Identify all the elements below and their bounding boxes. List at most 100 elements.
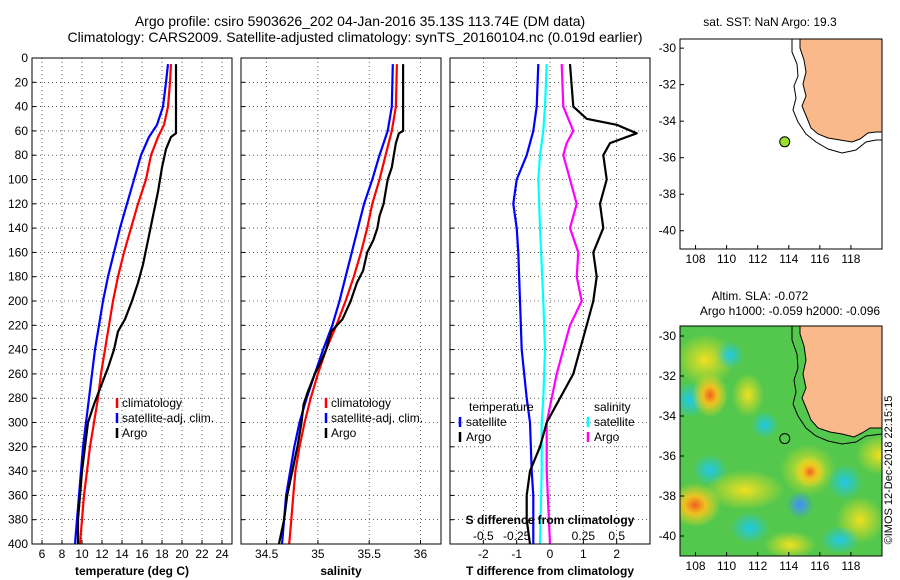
map-y-tick-label: -32 (659, 369, 677, 383)
x-tick-label: 20 (175, 547, 189, 561)
x-tick-label: 14 (115, 547, 129, 561)
map-y-tick-label: -36 (659, 151, 677, 165)
series-line-t-argo (525, 64, 638, 545)
legend-label: climatology (122, 396, 182, 410)
legend-label: satellite (466, 415, 507, 429)
map-y-tick-label: -40 (659, 224, 677, 238)
difference-panel: -2 -1 0 1 2 T difference from climatology temp… (449, 57, 651, 578)
x-tick-label: 8 (59, 547, 66, 561)
salinity-panel: 34.5 35 35.5 36 salinity climatologysatellite… (240, 57, 442, 578)
x-tick-label: 16 (135, 547, 149, 561)
map-x-tick-label: 116 (810, 559, 829, 573)
legend-label: satellite-adj. clim. (331, 411, 423, 425)
x-tick-label: 18 (155, 547, 169, 561)
x-axis-label-secondary: S difference from climatology (466, 513, 635, 527)
map-x-tick-label: 110 (717, 559, 736, 573)
map-y-tick-label: -32 (659, 78, 677, 92)
map-x-tick-label: 112 (748, 559, 767, 573)
x-tick-label: 34.5 (255, 547, 279, 561)
y-tick-label: 280 (8, 391, 28, 405)
sla-map-title: Altim. SLA: -0.072 (712, 289, 809, 303)
legend-label: Argo (122, 426, 148, 440)
map-x-tick-label: 110 (717, 252, 736, 266)
y-tick-label: 260 (8, 367, 28, 381)
map-y-tick-label: -36 (659, 449, 677, 463)
y-tick-label: 160 (8, 245, 28, 259)
legend-title-temperature: temperature (469, 400, 534, 414)
plot-frame (449, 57, 651, 545)
x-tick-label: 22 (195, 547, 209, 561)
y-tick-label: 200 (8, 294, 28, 308)
map-y-tick-label: -38 (659, 489, 677, 503)
y-tick-label: 100 (8, 173, 28, 187)
x2-tick-label: -0.5 (473, 529, 494, 543)
sst-shelf-contour (791, 39, 882, 154)
x-tick-label: -2 (478, 547, 489, 561)
legend-label: satellite (594, 415, 635, 429)
map-y-tick-label: -30 (659, 41, 677, 55)
sst-land (799, 39, 882, 143)
y-tick-label: 20 (15, 75, 29, 89)
x-tick-label: 12 (95, 547, 109, 561)
sla-map-frame (679, 325, 883, 557)
series-line-t-satellite (512, 64, 540, 544)
series-line-satellite-adj-clim- (73, 63, 170, 545)
legend-label: Argo (594, 430, 620, 444)
y-tick-label: 400 (8, 537, 28, 551)
map-x-tick-label: 108 (686, 252, 706, 266)
x-axis-label: salinity (320, 564, 362, 578)
legend-label: Argo (331, 426, 357, 440)
x-tick-label: 6 (39, 547, 46, 561)
map-y-tick-label: -30 (659, 329, 677, 343)
y-tick-label: 340 (8, 464, 28, 478)
x2-tick-label: -0.25 (503, 529, 531, 543)
map-x-tick-label: 116 (810, 252, 829, 266)
y-tick-label: 220 (8, 318, 28, 332)
y-tick-label: 80 (15, 148, 29, 162)
series-line-climatology (78, 64, 173, 545)
x-tick-label: 24 (215, 547, 229, 561)
map-x-tick-label: 118 (841, 559, 860, 573)
x-tick-label: -1 (511, 547, 522, 561)
plot-frame (31, 57, 233, 545)
x-tick-label: 35.5 (358, 547, 382, 561)
header-subtitle: Climatology: CARS2009. Satellite-adjuste… (67, 29, 642, 45)
series-line-climatology (288, 64, 398, 545)
x-tick-label: 36 (414, 547, 428, 561)
sst-map: sat. SST: NaN Argo: 19.3 108 110 112 114 116… (659, 15, 883, 266)
plot-frame (240, 57, 442, 545)
legend-label: climatology (331, 396, 391, 410)
map-x-tick-label: 114 (779, 559, 798, 573)
sla-map-subtitle: Argo h1000: -0.059 h2000: -0.096 (700, 304, 880, 318)
sst-map-title: sat. SST: NaN Argo: 19.3 (703, 15, 837, 29)
y-tick-label: 380 (8, 513, 28, 527)
legend-label: Argo (466, 430, 492, 444)
map-y-tick-label: -40 (659, 529, 677, 543)
y-tick-label: 360 (8, 488, 28, 502)
profile-marker (779, 136, 791, 148)
x-tick-label: 2 (613, 547, 620, 561)
y-tick-label: 0 (21, 51, 28, 65)
map-y-tick-label: -38 (659, 187, 677, 201)
sla-land (799, 326, 882, 438)
series-line-s-argo (545, 64, 583, 545)
x-tick-label: 0 (547, 547, 554, 561)
header-title: Argo profile: csiro 5903626_202 04-Jan-2… (135, 13, 585, 29)
series-line-satellite-adj-clim- (280, 64, 394, 545)
x-axis-label: temperature (deg C) (75, 564, 189, 578)
legend-label: satellite-adj. clim. (122, 411, 214, 425)
y-tick-label: 60 (15, 124, 29, 138)
y-tick-label: 40 (15, 100, 29, 114)
sla-shelf-contour (791, 326, 882, 445)
sla-field (680, 326, 882, 556)
sla-map: Altim. SLA: -0.072 Argo h1000: -0.059 h2… (659, 289, 883, 573)
series-line-argo (76, 64, 178, 544)
map-x-tick-label: 118 (841, 252, 860, 266)
temperature-panel: 6 8 10 12 14 16 18 20 22 240204060801001201401601… (8, 51, 233, 578)
x2-tick-label: 0.25 (572, 529, 596, 543)
x-tick-label: 1 (580, 547, 587, 561)
y-tick-label: 140 (8, 221, 28, 235)
map-x-tick-label: 108 (686, 559, 706, 573)
map-x-tick-label: 114 (779, 252, 798, 266)
